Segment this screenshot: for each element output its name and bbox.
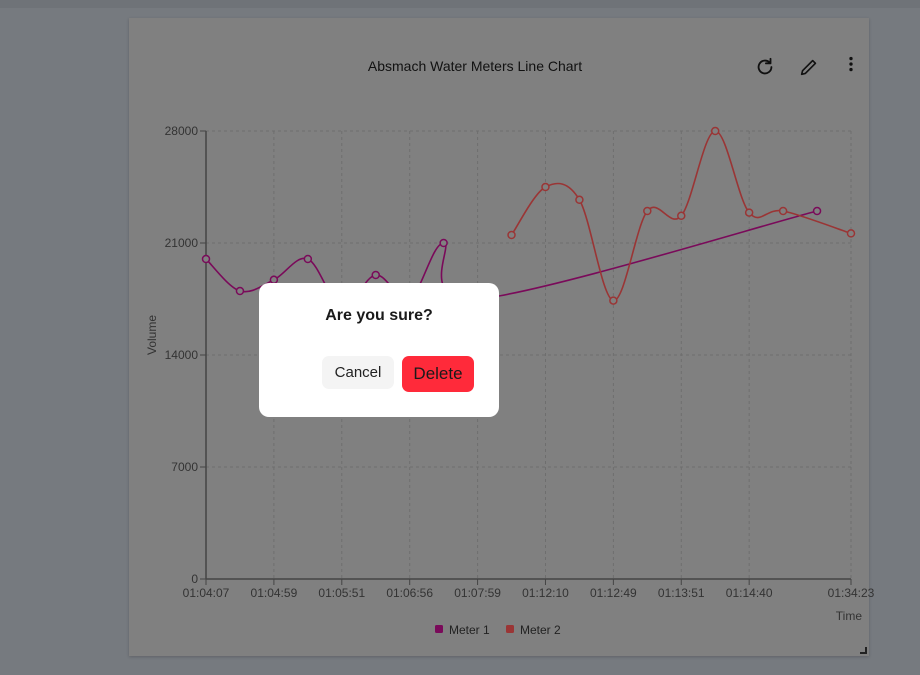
legend-swatch: [506, 625, 514, 633]
data-point: [371, 270, 380, 280]
dialog-title: Are you sure?: [325, 307, 433, 324]
cancel-button[interactable]: Cancel: [322, 356, 394, 389]
y-tick-label: 0: [191, 572, 198, 586]
data-point: [541, 182, 550, 192]
chart-card: Absmach Water Meters Line Chart: [129, 18, 869, 656]
data-point: [507, 230, 516, 240]
data-point: [846, 229, 856, 238]
data-point: [812, 206, 822, 216]
data-point: [609, 296, 618, 305]
x-tick-label: 01:07:59: [454, 586, 501, 600]
data-point: [778, 206, 788, 216]
page-header-strip: [0, 0, 920, 8]
series-line-2: [510, 130, 852, 302]
x-tick-label: 01:13:51: [658, 586, 705, 600]
x-tick-label: 01:12:49: [590, 586, 637, 600]
x-tick-label: 01:14:40: [726, 586, 773, 600]
delete-button[interactable]: Delete: [402, 356, 474, 392]
legend-label: Meter 1: [449, 623, 490, 637]
data-point: [201, 254, 211, 264]
refresh-icon[interactable]: [754, 56, 776, 78]
x-tick-label: 01:12:10: [522, 586, 569, 600]
resize-handle[interactable]: [860, 647, 867, 654]
data-point: [744, 208, 754, 217]
y-axis-label: Volume: [145, 315, 159, 355]
pencil-icon[interactable]: [798, 56, 820, 78]
y-tick-label: 14000: [165, 348, 199, 362]
data-point: [677, 211, 686, 221]
confirm-dialog: Are you sure? Cancel Delete: [259, 283, 499, 417]
y-tick-label: 28000: [165, 124, 199, 138]
legend-label: Meter 2: [520, 623, 561, 637]
x-tick-label: 01:34:23: [828, 586, 875, 600]
x-tick-label: 01:04:59: [251, 586, 298, 600]
data-point: [575, 195, 584, 205]
x-tick-label: 01:04:07: [183, 586, 230, 600]
data-point: [303, 254, 313, 264]
chart-title: Absmach Water Meters Line Chart: [367, 58, 583, 74]
more-vertical-icon[interactable]: [840, 54, 862, 76]
legend-swatch: [435, 625, 443, 633]
y-tick-label: 7000: [171, 460, 198, 474]
data-point: [439, 238, 448, 248]
y-tick-label: 21000: [165, 236, 199, 250]
x-axis-label: Time: [836, 609, 863, 623]
series-line-1: [205, 210, 818, 308]
x-tick-label: 01:06:56: [386, 586, 433, 600]
data-point: [710, 126, 720, 136]
x-tick-label: 01:05:51: [318, 586, 365, 600]
data-point: [235, 286, 245, 296]
data-point: [643, 206, 652, 216]
